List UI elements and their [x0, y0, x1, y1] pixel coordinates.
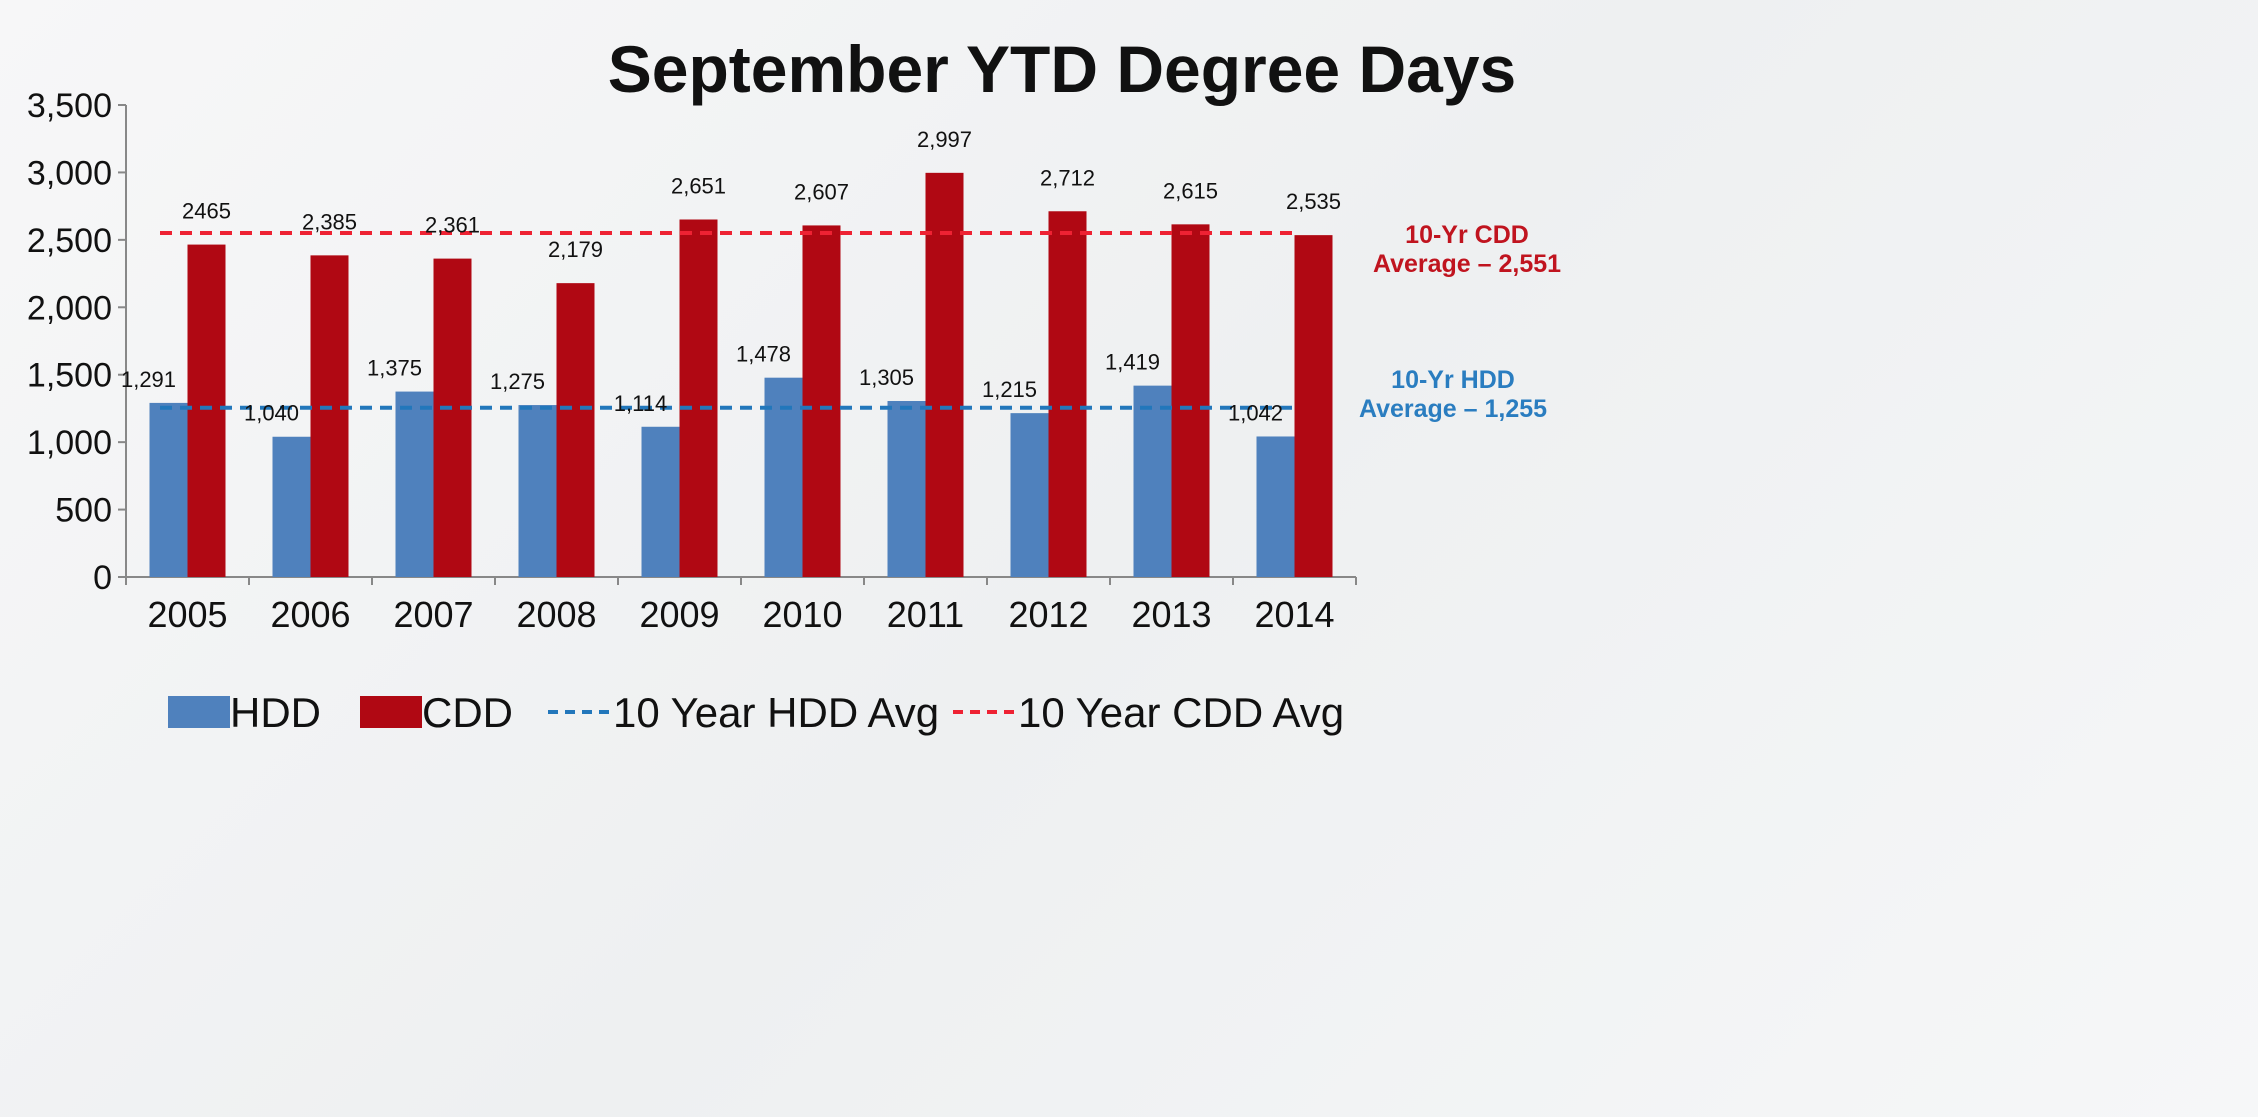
cdd-bar	[1171, 224, 1210, 577]
cdd-bar	[187, 244, 226, 577]
x-tick-label: 2005	[147, 594, 227, 635]
cdd-data-label: 2,712	[1040, 165, 1095, 190]
cdd-data-label: 2,385	[302, 209, 357, 234]
cdd-bar	[433, 258, 472, 577]
cdd-data-label: 2,535	[1286, 189, 1341, 214]
cdd-bar	[802, 225, 841, 577]
bars	[149, 172, 1333, 578]
hdd-bar	[764, 377, 803, 577]
y-tick-label: 0	[93, 559, 112, 597]
cdd-bar	[1294, 235, 1333, 577]
x-tick-label: 2010	[762, 594, 842, 635]
cdd-data-label: 2,361	[425, 213, 480, 238]
hdd-data-label: 1,291	[121, 367, 176, 392]
y-tick-label: 2,000	[27, 289, 112, 327]
x-tick-label: 2011	[887, 594, 964, 635]
hdd-data-label: 1,478	[736, 342, 791, 367]
y-tick-label: 2,500	[27, 222, 112, 260]
average-lines	[160, 230, 1292, 410]
cdd-data-label: 2465	[182, 199, 231, 224]
hdd-bar	[149, 402, 188, 577]
legend-cdd-avg-label: 10 Year CDD Avg	[1018, 689, 1344, 736]
hdd-bar	[395, 391, 434, 577]
x-tick-label: 2012	[1008, 594, 1088, 635]
hdd-average-annotation: 10-Yr HDD Average – 1,255	[1359, 366, 1547, 423]
x-tick-label: 2006	[270, 594, 350, 635]
cdd-data-label: 2,651	[671, 173, 726, 198]
hdd-data-label: 1,375	[367, 356, 422, 381]
x-tick-label: 2014	[1254, 594, 1334, 635]
cdd-data-label: 2,615	[1163, 178, 1218, 203]
hdd-data-label: 1,305	[859, 365, 914, 390]
cdd-average-annotation: 10-Yr CDD Average – 2,551	[1373, 221, 1561, 278]
cdd-data-label: 2,997	[917, 127, 972, 152]
hdd-data-label: 1,040	[244, 401, 299, 426]
hdd-data-label: 1,114	[614, 391, 667, 416]
x-tick-label: 2013	[1131, 594, 1211, 635]
hdd-bar	[1133, 385, 1172, 577]
hdd-bar	[518, 405, 557, 577]
cdd-data-label: 2,607	[794, 179, 849, 204]
hdd-bar	[1256, 436, 1295, 577]
x-tick-label: 2009	[639, 594, 719, 635]
legend: HDD CDD 10 Year HDD Avg 10 Year CDD Avg	[168, 689, 1344, 736]
cdd-bar	[556, 283, 595, 577]
cdd-bar	[1048, 211, 1087, 577]
y-tick-label: 1,500	[27, 357, 112, 395]
y-tick-label: 3,000	[27, 154, 112, 192]
legend-hdd-avg-label: 10 Year HDD Avg	[613, 689, 939, 736]
hdd-bar	[272, 436, 311, 577]
legend-hdd-label: HDD	[230, 689, 321, 736]
y-tick-label: 500	[55, 492, 112, 530]
y-tick-label: 3,500	[27, 87, 112, 125]
y-tick-label: 1,000	[27, 424, 112, 462]
hdd-bar	[1010, 413, 1049, 577]
legend-hdd-swatch	[168, 696, 230, 728]
hdd-data-label: 1,419	[1105, 350, 1160, 375]
annotations: 10-Yr CDD Average – 2,551 10-Yr HDD Average…	[1359, 221, 1561, 423]
cdd-data-label: 2,179	[548, 237, 603, 262]
data-labels: 1,291 2465 1,040 2,385 1,375 2,361 1,275 2,179 1…	[121, 127, 1341, 426]
hdd-data-label: 1,042	[1228, 400, 1283, 425]
axes: 0 500 1,000 1,500 2,000 2,500 3,000 3,500 2005 20…	[27, 87, 1357, 635]
hdd-bar	[887, 401, 926, 577]
legend-cdd-swatch	[360, 696, 422, 728]
cdd-bar	[679, 219, 718, 577]
x-tick-label: 2008	[516, 594, 596, 635]
cdd-bar	[925, 172, 964, 578]
x-tick-label: 2007	[393, 594, 473, 635]
hdd-data-label: 1,275	[490, 369, 545, 394]
legend-cdd-label: CDD	[422, 689, 513, 736]
hdd-bar	[641, 426, 680, 577]
hdd-data-label: 1,215	[982, 377, 1037, 402]
chart-title: September YTD Degree Days	[608, 32, 1517, 106]
cdd-bar	[310, 255, 349, 577]
